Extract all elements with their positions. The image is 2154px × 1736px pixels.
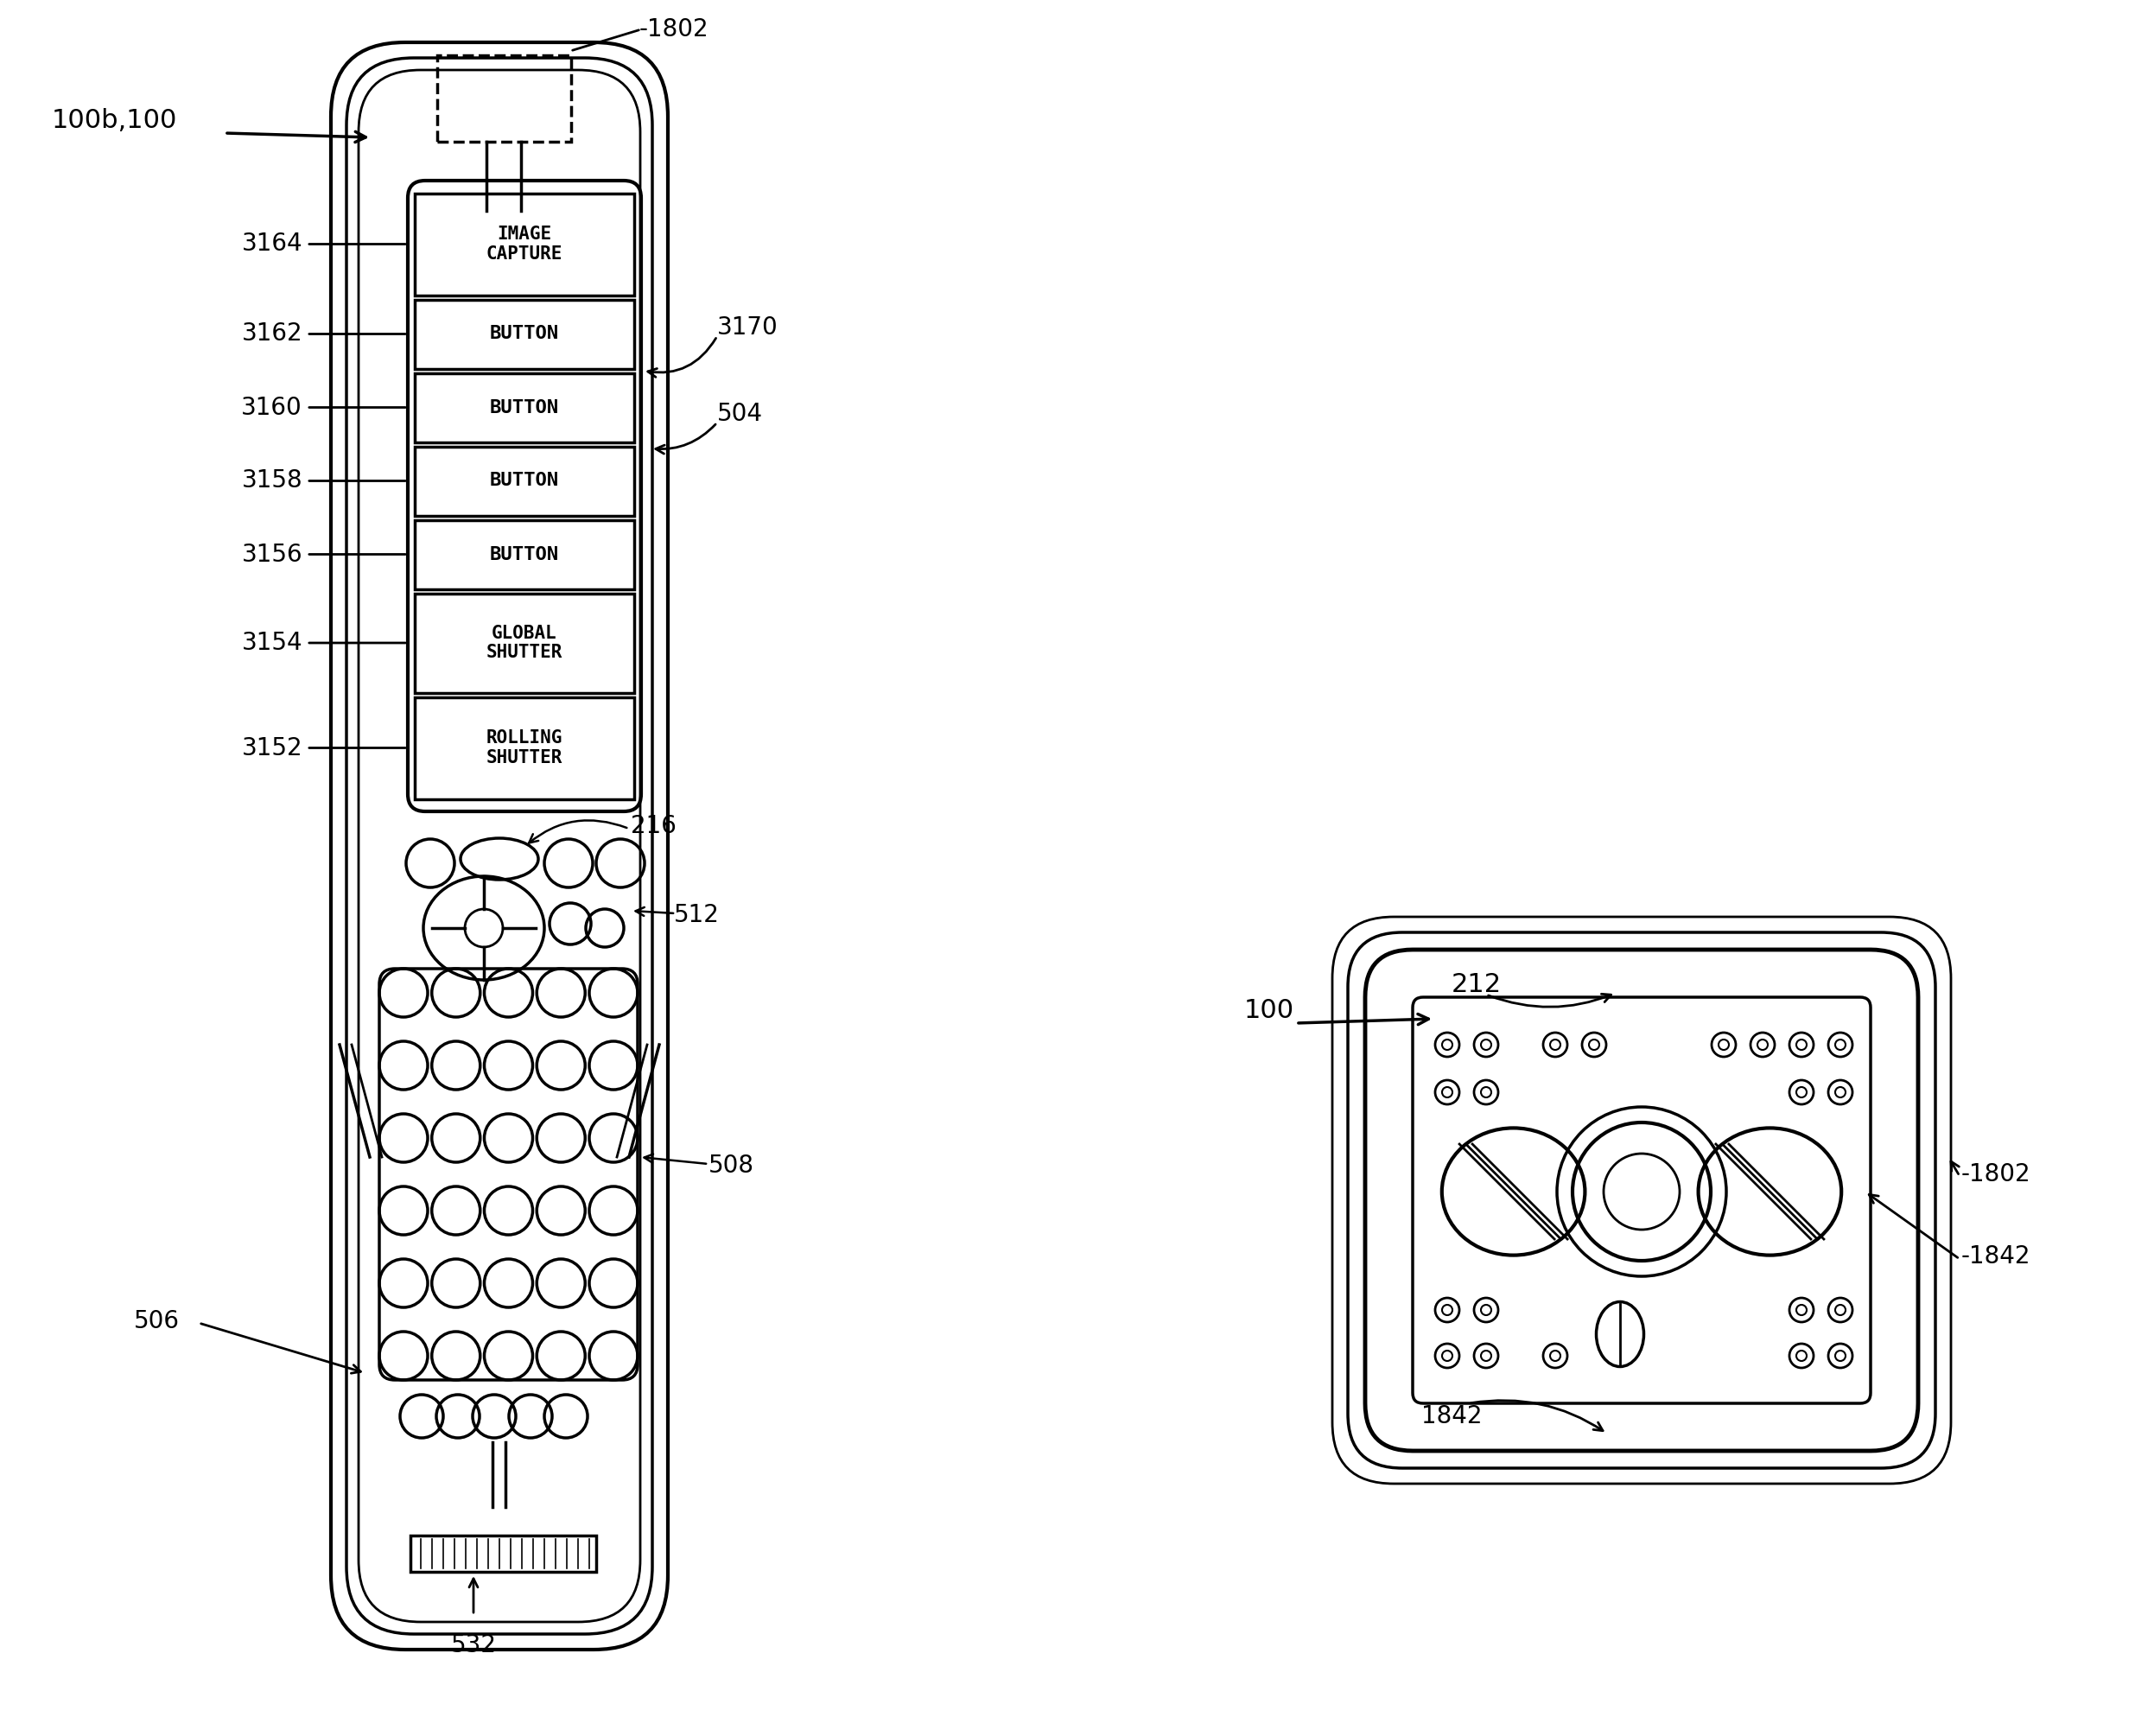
- Text: BUTTON: BUTTON: [489, 325, 560, 342]
- Text: 212: 212: [1452, 972, 1501, 996]
- Text: 3154: 3154: [241, 630, 302, 654]
- Text: 3162: 3162: [241, 321, 302, 345]
- Text: BUTTON: BUTTON: [489, 472, 560, 490]
- Text: -1802: -1802: [640, 17, 709, 42]
- Text: 532: 532: [450, 1634, 495, 1658]
- Bar: [416, 696, 633, 799]
- Text: 3170: 3170: [717, 316, 778, 340]
- Text: GLOBAL
SHUTTER: GLOBAL SHUTTER: [487, 625, 562, 661]
- Bar: [416, 519, 633, 589]
- Bar: [416, 193, 633, 295]
- Text: 512: 512: [674, 903, 719, 927]
- Text: ROLLING
SHUTTER: ROLLING SHUTTER: [487, 729, 562, 766]
- Text: 506: 506: [134, 1309, 179, 1333]
- Text: 508: 508: [709, 1154, 754, 1177]
- Bar: [416, 446, 633, 516]
- Text: 504: 504: [717, 401, 763, 425]
- Text: BUTTON: BUTTON: [489, 399, 560, 417]
- Text: BUTTON: BUTTON: [489, 545, 560, 562]
- Bar: [416, 373, 633, 443]
- Text: 3158: 3158: [241, 469, 302, 493]
- Text: 100: 100: [1245, 998, 1295, 1023]
- Text: 100b,100: 100b,100: [52, 108, 177, 132]
- Bar: [416, 299, 633, 368]
- Text: 3156: 3156: [241, 542, 302, 566]
- Text: IMAGE
CAPTURE: IMAGE CAPTURE: [487, 226, 562, 262]
- Text: -1842: -1842: [1962, 1245, 2031, 1269]
- Text: -1802: -1802: [1962, 1161, 2031, 1186]
- Bar: [437, 56, 571, 142]
- Text: 1842: 1842: [1422, 1404, 1482, 1429]
- Bar: [416, 594, 633, 693]
- Text: 3152: 3152: [241, 736, 302, 760]
- Text: 3160: 3160: [241, 396, 302, 420]
- Bar: [411, 1536, 597, 1571]
- Text: 216: 216: [631, 814, 676, 838]
- Text: 3164: 3164: [241, 233, 302, 257]
